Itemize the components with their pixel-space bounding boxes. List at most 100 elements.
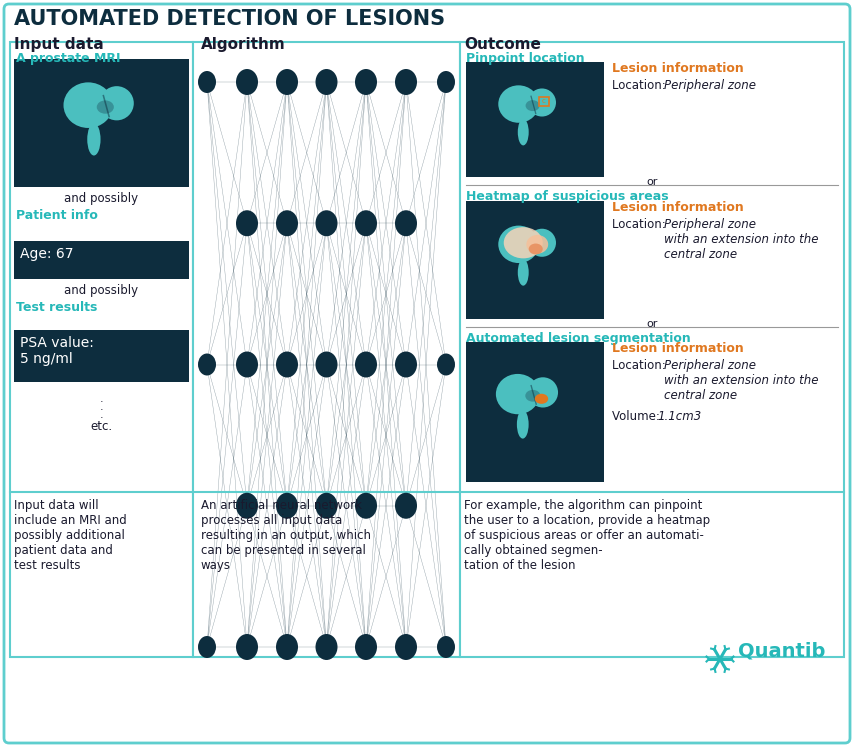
Ellipse shape [527,229,555,257]
Ellipse shape [276,634,298,660]
Bar [539,97,548,106]
Text: AUTOMATED DETECTION OF LESIONS: AUTOMATED DETECTION OF LESIONS [14,9,444,29]
Ellipse shape [198,353,216,376]
Bar [466,342,603,482]
Text: Patient info: Patient info [16,209,98,222]
Text: Test results: Test results [16,301,97,314]
Ellipse shape [517,259,528,285]
Ellipse shape [525,390,540,402]
Ellipse shape [315,493,337,518]
Ellipse shape [315,634,337,660]
Ellipse shape [315,352,337,377]
Bar [14,330,189,382]
Ellipse shape [514,382,543,406]
Ellipse shape [534,394,548,404]
Text: Age: 67: Age: 67 [20,247,73,261]
Ellipse shape [497,85,538,123]
Text: For example, the algorithm can pinpoint
the user to a location, provide a heatma: For example, the algorithm can pinpoint … [463,499,710,572]
Text: and possibly: and possibly [64,284,138,297]
Text: .: . [100,394,103,404]
Bar [466,201,603,319]
Bar [14,241,189,279]
Text: 1.1cm3: 1.1cm3 [656,410,700,423]
Ellipse shape [395,210,416,236]
Ellipse shape [355,352,376,377]
Ellipse shape [235,210,258,236]
Ellipse shape [235,493,258,518]
Bar [14,59,189,187]
Ellipse shape [100,86,134,120]
Text: Location:: Location: [612,79,669,92]
Ellipse shape [395,634,416,660]
Ellipse shape [276,352,298,377]
FancyBboxPatch shape [4,4,849,743]
Ellipse shape [497,226,538,263]
Ellipse shape [355,634,376,660]
Bar [193,42,460,657]
Ellipse shape [87,123,101,155]
Ellipse shape [85,92,118,119]
Ellipse shape [355,69,376,95]
Text: Volume:: Volume: [612,410,663,423]
Ellipse shape [96,100,113,114]
Ellipse shape [437,71,455,93]
Ellipse shape [525,235,548,254]
Bar [466,62,603,177]
Text: Lesion information: Lesion information [612,62,743,75]
Text: .: . [100,402,103,412]
Text: Automated lesion segmentation: Automated lesion segmentation [466,332,690,345]
Ellipse shape [437,353,455,376]
Ellipse shape [355,493,376,518]
Ellipse shape [395,69,416,95]
Ellipse shape [395,352,416,377]
Text: A prostate MRI: A prostate MRI [16,52,120,65]
Bar [10,42,193,657]
Ellipse shape [235,634,258,660]
Ellipse shape [528,244,543,255]
Ellipse shape [395,493,416,518]
Ellipse shape [515,93,543,115]
Text: Algorithm: Algorithm [200,37,286,52]
Ellipse shape [198,636,216,658]
Text: Location:: Location: [612,218,669,231]
Text: etc.: etc. [90,420,113,433]
Text: Lesion information: Lesion information [612,342,743,355]
Ellipse shape [315,69,337,95]
Ellipse shape [235,352,258,377]
Bar [460,42,843,657]
Text: An artificial neural network
processes all input data
resulting in an output, wh: An artificial neural network processes a… [200,499,370,572]
Ellipse shape [527,377,557,408]
Ellipse shape [276,493,298,518]
Ellipse shape [63,82,113,128]
Text: Peripheral zone
with an extension into the
central zone: Peripheral zone with an extension into t… [664,218,817,261]
Ellipse shape [315,210,337,236]
Ellipse shape [355,210,376,236]
Text: Input data: Input data [14,37,103,52]
Ellipse shape [198,71,216,93]
Text: or: or [646,177,657,187]
Ellipse shape [276,69,298,95]
Ellipse shape [503,227,543,258]
Ellipse shape [437,636,455,658]
Text: Heatmap of suspicious areas: Heatmap of suspicious areas [466,190,668,203]
Text: Quantib: Quantib [737,642,824,660]
Ellipse shape [516,410,528,438]
Text: Peripheral zone
with an extension into the
central zone: Peripheral zone with an extension into t… [664,359,817,402]
Ellipse shape [235,69,258,95]
Text: Location:: Location: [612,359,669,372]
Ellipse shape [517,119,528,146]
Text: and possibly: and possibly [64,192,138,205]
Ellipse shape [525,100,539,111]
Ellipse shape [527,88,555,117]
Ellipse shape [496,374,539,415]
Text: PSA value:
5 ng/ml: PSA value: 5 ng/ml [20,336,94,366]
Text: c: c [541,99,545,105]
Text: Outcome: Outcome [463,37,540,52]
Text: Pinpoint location: Pinpoint location [466,52,584,65]
Text: Input data will
include an MRI and
possibly additional
patient data and
test res: Input data will include an MRI and possi… [14,499,126,572]
Ellipse shape [276,210,298,236]
Ellipse shape [515,233,543,255]
Text: or: or [646,319,657,329]
Text: Lesion information: Lesion information [612,201,743,214]
Text: .: . [100,410,103,420]
